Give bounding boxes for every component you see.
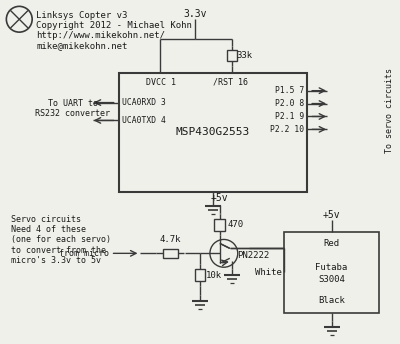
Bar bbox=[194, 269, 206, 281]
Text: PN2222: PN2222 bbox=[237, 251, 269, 260]
Text: Red: Red bbox=[324, 239, 340, 248]
Bar bbox=[118, 73, 307, 192]
Text: +5v: +5v bbox=[323, 209, 340, 219]
Text: S3004: S3004 bbox=[318, 275, 345, 283]
Bar bbox=[227, 51, 237, 61]
Text: UCA0TXD 4: UCA0TXD 4 bbox=[122, 116, 166, 125]
Text: To UART to
RS232 converter: To UART to RS232 converter bbox=[35, 99, 110, 118]
Text: mike@mikekohn.net: mike@mikekohn.net bbox=[36, 41, 128, 50]
Text: 3.3v: 3.3v bbox=[183, 9, 207, 19]
Bar bbox=[162, 249, 178, 258]
Bar bbox=[214, 218, 225, 230]
Bar bbox=[284, 232, 379, 313]
Text: Futaba: Futaba bbox=[316, 263, 348, 272]
Text: P2.1 9: P2.1 9 bbox=[275, 112, 304, 121]
Text: http://www.mikekohn.net/: http://www.mikekohn.net/ bbox=[36, 31, 165, 40]
Text: Copyright 2012 - Michael Kohn: Copyright 2012 - Michael Kohn bbox=[36, 21, 192, 30]
Text: 33k: 33k bbox=[237, 52, 253, 61]
Text: +5v: +5v bbox=[211, 193, 229, 203]
Text: White: White bbox=[254, 268, 282, 277]
Text: P2.0 8: P2.0 8 bbox=[275, 99, 304, 108]
Text: UCA0RXD 3: UCA0RXD 3 bbox=[122, 98, 166, 107]
Text: /RST 16: /RST 16 bbox=[213, 78, 248, 87]
Text: Black: Black bbox=[318, 297, 345, 305]
Text: Servo circuits
Need 4 of these
(one for each servo)
to convert from the
micro's : Servo circuits Need 4 of these (one for … bbox=[11, 215, 111, 265]
Text: Linksys Copter v3: Linksys Copter v3 bbox=[36, 11, 128, 20]
Text: from micro: from micro bbox=[59, 249, 109, 258]
Text: DVCC 1: DVCC 1 bbox=[146, 78, 176, 87]
Text: To servo circuits: To servo circuits bbox=[385, 68, 394, 153]
Text: 10k: 10k bbox=[206, 271, 222, 280]
Text: 4.7k: 4.7k bbox=[160, 235, 181, 244]
Text: MSP430G2553: MSP430G2553 bbox=[176, 127, 250, 137]
Text: P2.2 10: P2.2 10 bbox=[270, 125, 304, 134]
Text: P1.5 7: P1.5 7 bbox=[275, 86, 304, 95]
Text: 470: 470 bbox=[228, 220, 244, 229]
